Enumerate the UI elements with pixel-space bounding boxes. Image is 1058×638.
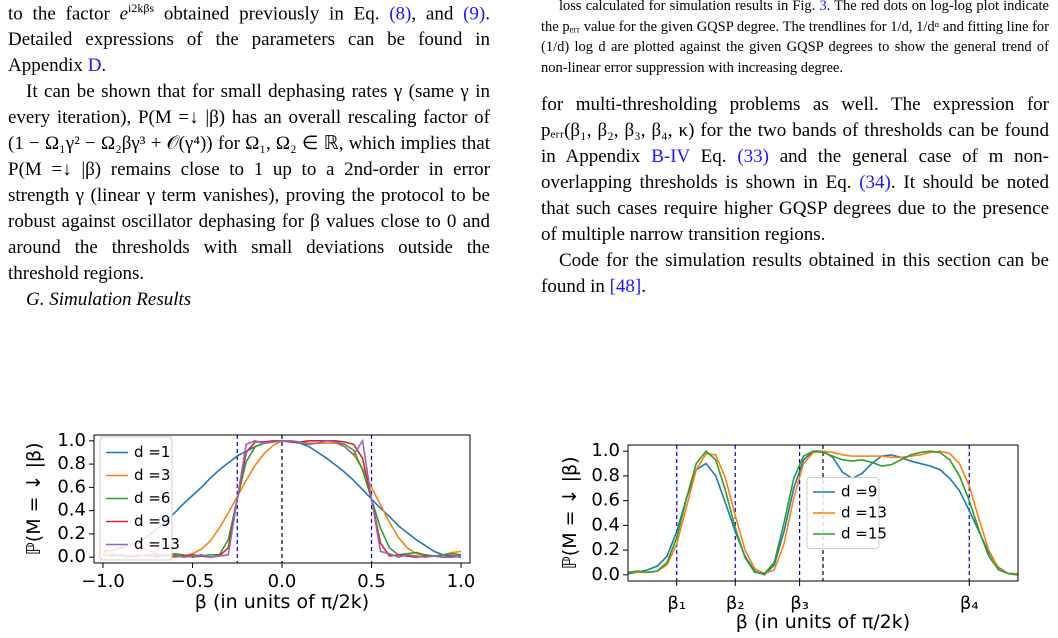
- legend-box: [806, 477, 880, 549]
- legend-label: d =1: [134, 443, 170, 461]
- x-axis-label: β (in units of π/2k): [195, 591, 369, 613]
- math: i2kβs: [128, 1, 155, 15]
- link[interactable]: (34): [859, 172, 891, 193]
- link[interactable]: 3: [819, 0, 827, 14]
- text: .: [101, 55, 107, 77]
- link[interactable]: B-IV: [651, 146, 690, 167]
- data-line: [627, 450, 1019, 576]
- chart: 0.00.20.40.60.81.0−1.0 −0.5 0.0 0.5 1.0β (in…: [23, 430, 475, 613]
- link[interactable]: (33): [737, 146, 769, 167]
- text: loss calculated for simulation results i…: [559, 0, 820, 14]
- y-tick-label: 0.0: [591, 564, 620, 585]
- x-tick-label: 0.0: [268, 571, 297, 592]
- data-line: [628, 450, 1018, 575]
- data-line: [102, 438, 462, 559]
- legend-label: d =9: [841, 483, 877, 501]
- y-tick-label: 0.2: [591, 539, 620, 560]
- legend-label: d =9: [134, 512, 170, 530]
- y-axis-label: ℙ(M = ↓ |β): [559, 456, 581, 569]
- text: for multi-thresholding problems as well.…: [541, 94, 1049, 167]
- section-heading: G. Simulation Results: [26, 289, 192, 311]
- text: and the general case of m non-overlappin…: [541, 146, 1049, 193]
- paragraph: to the factor ei2kβs obtained previously…: [8, 0, 490, 79]
- text: . The red dots on log-log plot indicate …: [541, 0, 1049, 76]
- link[interactable]: D: [87, 55, 102, 77]
- legend-box: [99, 436, 173, 561]
- link[interactable]: (8): [389, 3, 412, 25]
- legend-label: d =3: [134, 466, 170, 484]
- data-line: [627, 450, 1019, 576]
- y-tick-label: 1.0: [591, 440, 620, 461]
- data-line: [102, 440, 462, 558]
- text: . Detailed expressions of the parameters…: [8, 3, 490, 77]
- plot-frame: [93, 434, 471, 564]
- x-tick-label: β₂: [726, 593, 745, 614]
- data-line: [102, 440, 462, 558]
- y-tick-label: 0.8: [57, 453, 86, 474]
- math: e: [119, 3, 129, 25]
- y-tick-label: 0.6: [591, 490, 620, 511]
- paragraph: It can be shown that for small dephasing…: [8, 79, 490, 287]
- legend-label: d =13: [841, 504, 887, 522]
- data-line: [102, 440, 462, 558]
- left-column: to the factor ei2kβs obtained previously…: [8, 0, 490, 313]
- y-tick-label: 0.2: [57, 523, 86, 544]
- y-tick-label: 0.4: [591, 514, 620, 535]
- link[interactable]: (9): [463, 3, 486, 25]
- x-tick-label: β₁: [667, 593, 686, 614]
- text: to the factor: [8, 3, 120, 25]
- text: , and: [411, 3, 464, 25]
- y-tick-label: 1.0: [57, 430, 86, 451]
- y-tick-label: 0.6: [57, 476, 86, 497]
- paragraph: for multi-thresholding problems as well.…: [541, 92, 1049, 248]
- x-tick-label: 1.0: [447, 571, 476, 592]
- legend-label: d =6: [134, 489, 170, 507]
- x-tick-label: −1.0: [81, 571, 125, 592]
- chart: 0.0 0.2 0.4 0.6 0.8 1.0 β₁ β₂ β₃ β₄ β (in units of…: [559, 440, 1019, 633]
- text: obtained previously in Eq.: [154, 3, 390, 25]
- legend-label: d =15: [841, 525, 887, 543]
- x-tick-label: 0.5: [357, 571, 386, 592]
- text: Code for the simulation results obtained…: [541, 250, 1049, 297]
- text: . It should be noted that such cases req…: [541, 172, 1049, 245]
- legend-label: d =13: [134, 535, 180, 553]
- paragraph: Code for the simulation results obtained…: [541, 248, 1049, 300]
- x-tick-label: −0.5: [171, 571, 215, 592]
- link[interactable]: [48]: [609, 276, 642, 297]
- caption: loss calculated for simulation results i…: [541, 0, 1049, 78]
- text: Eq.: [689, 146, 738, 167]
- plot-frame: [627, 444, 1019, 582]
- y-tick-label: 0.4: [57, 500, 86, 521]
- text: It can be shown that for small dephasing…: [8, 81, 490, 285]
- y-tick-label: 0.8: [591, 465, 620, 486]
- data-line: [102, 440, 462, 558]
- x-tick-label: β₄: [960, 593, 979, 614]
- x-axis-label: β (in units of π/2k): [736, 611, 910, 633]
- text: .: [641, 276, 647, 297]
- x-tick-label: β₃: [790, 593, 809, 614]
- right-column: loss calculated for simulation results i…: [541, 0, 1049, 300]
- y-tick-label: 0.0: [57, 546, 86, 567]
- y-axis-label: ℙ(M = ↓ |β): [23, 442, 45, 555]
